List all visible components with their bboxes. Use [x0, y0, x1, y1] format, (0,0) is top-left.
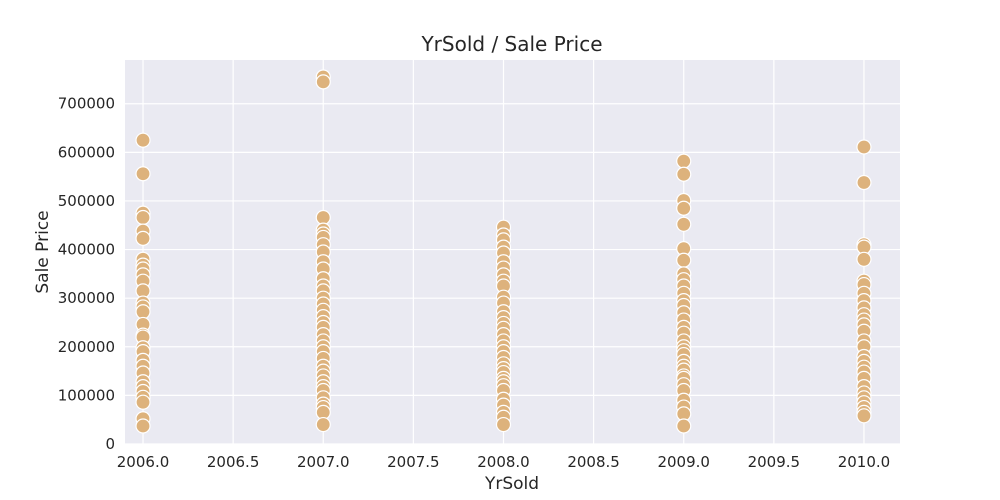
x-tick-label: 2007.0: [297, 453, 350, 471]
x-tick-label: 2007.5: [387, 453, 440, 471]
data-point: [856, 139, 872, 155]
x-tick-label: 2008.0: [477, 453, 530, 471]
y-axis-label: Sale Price: [33, 210, 53, 293]
data-point: [135, 132, 151, 148]
chart-title: YrSold / Sale Price: [420, 32, 602, 56]
y-tick-label: 300000: [58, 289, 115, 307]
y-tick-labels: 0 100000 200000 300000 400000 500000 600000 700…: [58, 95, 115, 453]
x-tick-label: 2009.0: [657, 453, 710, 471]
data-point: [676, 216, 692, 232]
y-tick-label: 600000: [58, 143, 115, 161]
data-point: [135, 418, 151, 434]
data-point: [135, 209, 151, 226]
data-point: [135, 166, 151, 182]
y-tick-label: 0: [105, 435, 115, 453]
y-tick-label: 500000: [58, 192, 115, 210]
y-tick-label: 400000: [58, 241, 115, 259]
x-tick-label: 2010.0: [838, 453, 891, 471]
data-point: [676, 252, 692, 268]
x-axis-label: YrSold: [484, 474, 539, 494]
data-point: [135, 230, 151, 246]
x-tick-label: 2009.5: [748, 453, 801, 471]
data-point: [856, 174, 872, 191]
data-point: [676, 200, 692, 216]
data-point: [315, 416, 331, 433]
data-point: [315, 209, 331, 226]
x-tick-label: 2008.5: [567, 453, 620, 471]
data-point: [676, 153, 692, 169]
y-tick-label: 200000: [58, 338, 115, 356]
data-point: [135, 304, 151, 320]
data-point: [676, 418, 692, 434]
y-tick-label: 100000: [58, 386, 115, 404]
x-tick-labels: 2006.0 2006.5 2007.0 2007.5 2008.0 2008.5 2009…: [117, 453, 890, 471]
plot-area: [125, 60, 900, 444]
data-point: [856, 251, 872, 267]
data-point: [135, 394, 151, 410]
grid-lines: [125, 60, 900, 445]
data-points: [135, 69, 872, 434]
data-point: [856, 408, 872, 424]
x-tick-label: 2006.5: [207, 453, 260, 471]
data-point: [495, 416, 512, 433]
y-tick-label: 700000: [58, 95, 115, 113]
x-tick-label: 2006.0: [117, 453, 170, 471]
data-point: [315, 74, 331, 90]
data-point: [676, 166, 692, 182]
